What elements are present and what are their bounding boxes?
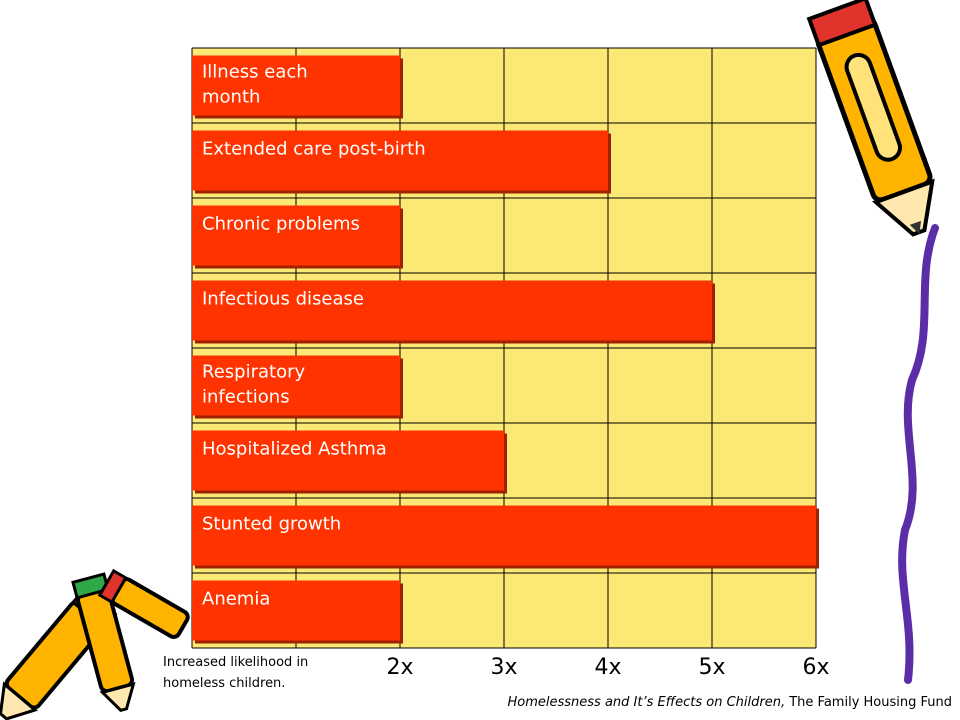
bar <box>192 580 400 641</box>
pencil-icon <box>806 0 939 684</box>
bar-label: Hospitalized Asthma <box>202 439 387 460</box>
bar-label-line: infections <box>202 387 290 408</box>
x-tick-label: 5x <box>698 655 725 680</box>
x-tick-label: 4x <box>594 655 621 680</box>
x-axis-label-line: homeless children. <box>163 676 285 691</box>
bar <box>192 505 816 566</box>
source-publisher: The Family Housing Fund <box>785 695 952 710</box>
bar-label: Chronic problems <box>202 214 360 235</box>
bar <box>192 205 400 266</box>
bars: Illness each month Extended care post-birt… <box>192 55 819 644</box>
x-axis-label-line: Increased likelihood in <box>163 655 308 670</box>
bar-label: Illness each month <box>202 62 308 108</box>
source-title: Homelessness and It’s Effects on Childre… <box>508 695 786 710</box>
x-ticks: 2x 3x 4x 5x 6x <box>386 655 829 680</box>
bar <box>192 130 608 191</box>
x-tick-label: 6x <box>802 655 829 680</box>
bar <box>192 355 400 416</box>
x-axis-label: Increased likelihood in homeless childre… <box>163 655 312 691</box>
bar-label-line: Illness each <box>202 62 308 83</box>
bar <box>192 430 504 491</box>
bar <box>192 55 400 116</box>
bar <box>192 280 712 341</box>
bar-label: Infectious disease <box>202 289 364 310</box>
source-citation: Homelessness and It’s Effects on Childre… <box>508 695 953 710</box>
bar-label: Respiratory infections <box>202 362 305 408</box>
bar-label: Stunted growth <box>202 514 341 535</box>
bar-label: Anemia <box>202 589 270 610</box>
x-tick-label: 2x <box>386 655 413 680</box>
x-tick-label: 3x <box>490 655 517 680</box>
bar-label-line: Respiratory <box>202 362 305 383</box>
bar-label: Extended care post-birth <box>202 139 426 160</box>
crayon-bundle-icon <box>0 568 190 720</box>
bar-label-line: month <box>202 87 260 108</box>
